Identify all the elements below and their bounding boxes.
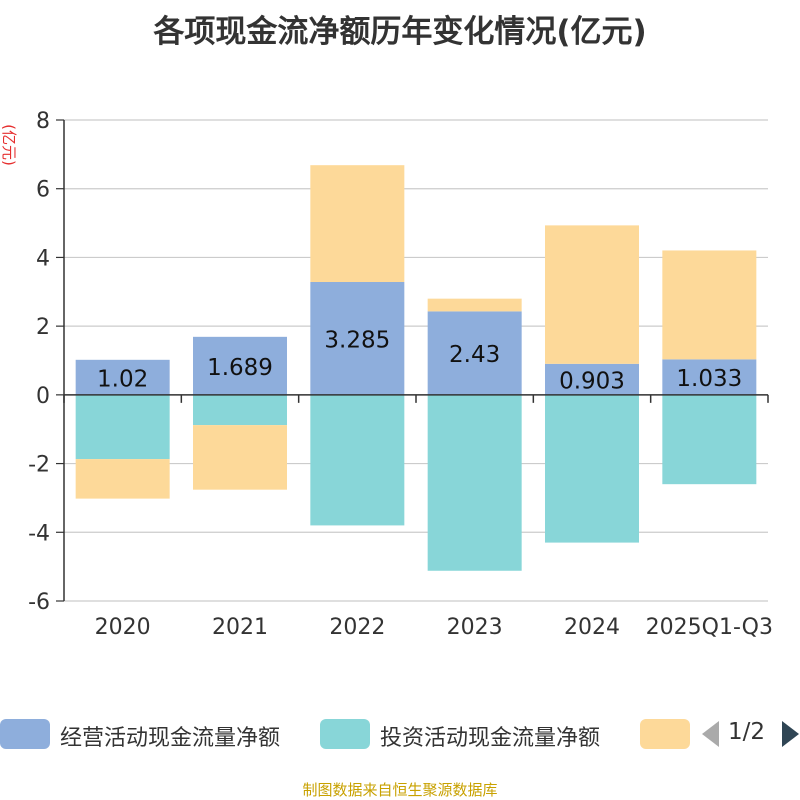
bar-2023-series-1 [427,394,522,571]
y-tick-label-2: -2 [28,453,50,478]
bar-chart: -6 -4 -2 0 2 4 6 8 (亿元) 1.02 1.689 3.285 2.43 0.903 1.… [0,109,773,640]
y-tick-label-7: 8 [36,109,50,134]
bar-2024-series-2 [545,225,639,364]
x-tick-label-2024: 2024 [564,615,620,640]
y-tick-label-3: 0 [36,384,50,409]
data-label-2021: 1.689 [207,355,273,381]
bar-2020-series-1 [75,394,170,460]
bar-2024-series-0 [545,363,639,395]
bar-2020-series-0 [75,359,170,395]
legend-swatch-operating [0,719,50,749]
bar-2024-series-1 [545,394,639,543]
data-label-2022: 3.285 [324,327,390,353]
y-tick-label-4: 2 [36,315,50,340]
bar-2025Q1-Q3-series-0 [662,359,757,395]
legend-swatch-financing [640,719,690,749]
bar-2025Q1-Q3-series-1 [662,394,757,485]
legend-item-operating[interactable]: 经营活动现金流量净额 [0,714,310,754]
bar-2025Q1-Q3-series-2 [662,250,757,360]
bar-2021-series-0 [193,336,287,395]
data-label-2024: 0.903 [559,368,625,394]
y-tick-label-5: 4 [36,246,50,271]
legend-item-financing[interactable] [640,714,690,754]
bar-2023-series-2 [427,298,522,312]
bar-2022-series-1 [310,394,405,526]
legend-pager: 1/2 [690,714,800,754]
data-label-2023: 2.43 [449,342,500,368]
x-tick-label-2022: 2022 [329,615,385,640]
x-tick-label-2023: 2023 [447,615,503,640]
data-source: 制图数据来自恒生聚源数据库 [302,781,498,799]
bar-2022-series-0 [310,281,405,395]
legend-page-indicator: 1/2 [728,719,766,745]
legend-prev-icon[interactable] [702,721,719,747]
bar-2022-series-2 [310,165,405,282]
legend: 经营活动现金流量净额 投资活动现金流量净额 [0,714,800,754]
y-axis-label: (亿元) [0,124,18,166]
bar-2023-series-0 [427,311,522,395]
chart-title: 各项现金流净额历年变化情况(亿元) [153,14,647,50]
x-tick-label-2021: 2021 [212,615,268,640]
legend-next-icon[interactable] [782,721,799,747]
legend-item-investing[interactable]: 投资活动现金流量净额 [320,714,630,754]
legend-label-investing: 投资活动现金流量净额 [380,726,601,751]
legend-label-operating: 经营活动现金流量净额 [60,726,281,751]
data-label-2025Q1-Q3: 1.033 [676,366,742,392]
x-tick-label-2025Q1-Q3: 2025Q1-Q3 [646,615,773,640]
y-tick-label-0: -6 [28,590,50,615]
bar-2020-series-2 [75,459,170,499]
bar-2021-series-1 [193,394,287,426]
y-tick-label-1: -4 [28,521,50,546]
x-tick-label-2020: 2020 [95,615,151,640]
data-label-2020: 1.02 [97,366,148,392]
bar-2021-series-2 [193,425,287,490]
legend-swatch-investing [320,719,370,749]
y-tick-label-6: 6 [36,178,50,203]
